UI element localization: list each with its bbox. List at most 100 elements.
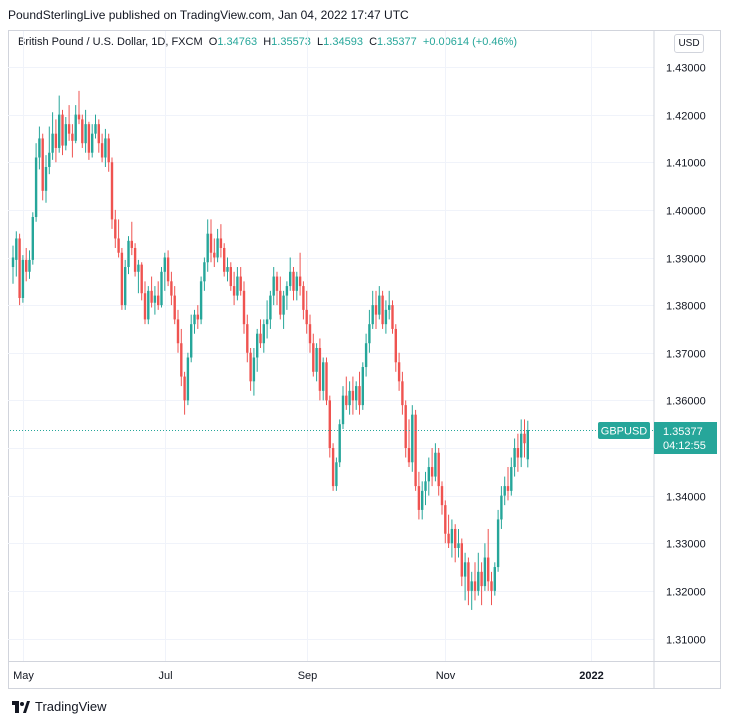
candle <box>470 571 473 610</box>
candle <box>414 409 417 491</box>
change-value: +0.00614 (+0.46%) <box>422 36 518 48</box>
candle <box>173 286 176 325</box>
candle-body <box>305 309 308 325</box>
candle <box>477 552 480 596</box>
candle <box>249 347 252 391</box>
candle-body <box>25 259 28 272</box>
candle-body <box>137 264 140 272</box>
candle <box>77 90 81 125</box>
candle <box>487 528 490 591</box>
candle <box>246 314 249 363</box>
candle <box>120 247 124 310</box>
candle <box>21 255 25 303</box>
candle-body <box>275 276 279 291</box>
candle <box>374 290 378 329</box>
candle <box>520 419 523 468</box>
candle-body <box>285 286 289 296</box>
candle-body <box>226 267 229 272</box>
candle <box>44 155 48 203</box>
candle <box>239 267 242 296</box>
candle <box>15 231 18 277</box>
candle-body <box>467 562 470 591</box>
candle <box>226 257 229 282</box>
close-label: C <box>369 36 378 48</box>
candle-body <box>437 452 440 487</box>
candle-body <box>232 286 236 296</box>
candle-body <box>28 259 31 272</box>
candle <box>104 128 107 168</box>
candle <box>417 471 421 520</box>
candle <box>140 262 143 301</box>
footer-brand[interactable]: TradingView <box>12 699 107 714</box>
candle <box>335 457 338 491</box>
candle <box>404 400 407 458</box>
candle-body <box>496 519 500 568</box>
candle-body <box>401 381 404 406</box>
candle-body <box>21 259 25 298</box>
candle <box>64 117 67 151</box>
currency-button[interactable]: USD <box>674 34 704 53</box>
candle <box>163 252 166 291</box>
candle-body <box>450 528 454 544</box>
candle-body <box>252 357 256 382</box>
candle-body <box>440 486 444 506</box>
candle-body <box>81 119 84 144</box>
candle <box>430 448 434 487</box>
candle-body <box>11 257 15 268</box>
candle-body <box>124 267 127 306</box>
candle <box>259 319 262 348</box>
candle <box>180 328 183 387</box>
price-tag-countdown: 04:12:55 <box>663 440 706 452</box>
candle <box>463 552 467 601</box>
candle-body <box>256 333 259 358</box>
candle <box>368 309 371 353</box>
candle-body <box>503 486 506 496</box>
candle <box>150 276 153 308</box>
candle-body <box>477 571 480 591</box>
candle <box>510 457 513 496</box>
candle <box>219 224 223 258</box>
candle-body <box>427 467 430 482</box>
candle-body <box>127 240 130 268</box>
candle-body <box>374 305 378 315</box>
candle-body <box>308 324 312 344</box>
candle-body <box>114 219 117 239</box>
price-tag: GBPUSD 1.35377 04:12:55 <box>598 422 717 454</box>
candle-body <box>490 581 493 591</box>
x-tick-label: Nov <box>436 670 456 682</box>
candle-body <box>358 386 361 406</box>
candle-body <box>173 295 176 320</box>
candle-body <box>500 495 503 520</box>
candle-body <box>351 390 355 401</box>
candle-body <box>381 295 384 325</box>
candle-body <box>147 290 150 320</box>
candle-body <box>414 414 417 487</box>
candle-body <box>133 247 137 272</box>
open-label: O <box>208 36 218 48</box>
candle-body <box>104 138 107 158</box>
x-axis-ticks: May Jul Sep Nov 2022 <box>13 670 604 682</box>
candle <box>325 357 328 406</box>
candle <box>130 221 133 256</box>
candle-body <box>298 276 302 287</box>
candle-body <box>394 328 397 363</box>
candle <box>345 376 348 410</box>
candle <box>61 109 64 156</box>
candle <box>421 481 424 520</box>
x-tick-label: May <box>13 670 34 682</box>
y-tick-label: 1.43000 <box>666 63 706 75</box>
candle-body <box>315 347 318 372</box>
candle-body <box>130 240 133 248</box>
candle-body <box>61 114 64 146</box>
candle <box>203 257 206 291</box>
instrument-name: British Pound / U.S. Dollar, 1D, FXCM <box>18 36 203 48</box>
candle-body <box>242 290 246 325</box>
candle-body <box>361 367 364 406</box>
candle-body <box>424 481 427 491</box>
candle-body <box>457 543 460 549</box>
candle <box>190 314 193 363</box>
candle-body <box>378 295 381 315</box>
candle <box>166 250 170 287</box>
candle <box>496 509 500 572</box>
